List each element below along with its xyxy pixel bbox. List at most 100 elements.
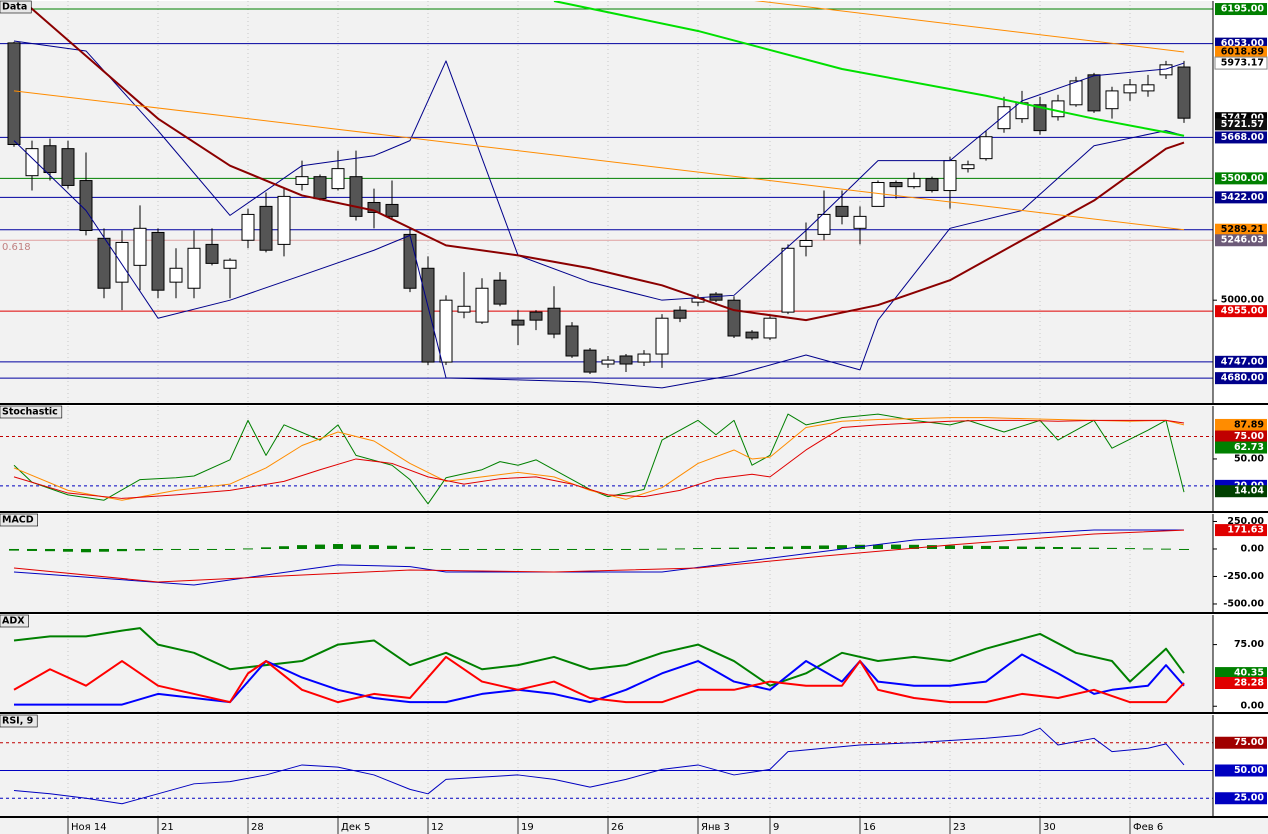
price-tag-label: 5289.21 bbox=[1221, 224, 1264, 235]
series-line bbox=[13, 417, 1185, 501]
price-tag bbox=[1215, 172, 1267, 185]
panel-background bbox=[0, 1, 1213, 403]
histogram-bar bbox=[603, 548, 613, 550]
price-tag bbox=[1215, 223, 1267, 236]
histogram-bar bbox=[477, 548, 487, 550]
panel: 0.618 bbox=[0, 1, 1213, 403]
series-line bbox=[13, 130, 1185, 389]
price-tag-label: 75.00 bbox=[1234, 737, 1264, 748]
candle-body bbox=[1177, 66, 1191, 119]
x-tick-label: 12 bbox=[431, 822, 444, 833]
candle-body bbox=[1033, 104, 1047, 132]
candle-body bbox=[583, 349, 597, 373]
candle-body bbox=[151, 231, 165, 291]
panel-title: RSI, 9 bbox=[2, 716, 33, 727]
candle-body bbox=[655, 317, 669, 355]
candle-body bbox=[529, 311, 543, 321]
x-axis-background bbox=[0, 818, 1268, 834]
histogram-bar bbox=[1143, 548, 1153, 550]
histogram-bar bbox=[207, 548, 217, 550]
x-tick-label: 30 bbox=[1043, 822, 1056, 833]
candle-body bbox=[979, 136, 993, 160]
histogram-bar bbox=[747, 547, 757, 549]
candle-body bbox=[187, 247, 201, 289]
candle-body bbox=[349, 176, 363, 217]
histogram-bar bbox=[315, 544, 325, 549]
histogram-bar bbox=[639, 548, 649, 550]
candle-body bbox=[205, 243, 219, 264]
histogram-bar bbox=[495, 548, 505, 550]
price-tag bbox=[1215, 355, 1267, 368]
histogram-bar bbox=[549, 548, 559, 550]
panel-title-box bbox=[0, 405, 63, 419]
x-tick-label: 26 bbox=[611, 822, 624, 833]
y-tick-label: 50.00 bbox=[1234, 453, 1264, 464]
histogram-bar bbox=[693, 548, 703, 550]
panel-title: ADX bbox=[2, 616, 25, 627]
candle-body bbox=[295, 176, 309, 185]
candle-body bbox=[1123, 84, 1137, 94]
price-tag-label: 25.00 bbox=[1234, 793, 1264, 804]
panel-title-box bbox=[0, 614, 29, 628]
histogram-bar bbox=[1071, 547, 1081, 549]
y-tick-label: 250.00 bbox=[1227, 516, 1264, 527]
candle-body bbox=[385, 203, 399, 217]
x-tick-label: Ноя 14 bbox=[71, 822, 107, 833]
candle-body bbox=[403, 233, 417, 289]
candle-body bbox=[133, 227, 147, 266]
histogram-bar bbox=[621, 548, 631, 550]
price-tag bbox=[1215, 45, 1267, 58]
price-tag-label: 14.04 bbox=[1234, 486, 1264, 497]
price-tag bbox=[1215, 430, 1267, 443]
series-line bbox=[553, 1, 1185, 137]
histogram-bar bbox=[171, 548, 181, 550]
candle-body bbox=[763, 317, 777, 339]
candle-body bbox=[1051, 100, 1065, 118]
x-tick-label: 16 bbox=[863, 822, 876, 833]
histogram-bar bbox=[981, 545, 991, 549]
histogram-bar bbox=[189, 548, 199, 550]
y-tick-label: 0.00 bbox=[1241, 701, 1265, 712]
price-tag bbox=[1215, 764, 1267, 777]
histogram-bar bbox=[9, 548, 19, 551]
candle-body bbox=[439, 299, 453, 363]
series-line bbox=[14, 653, 1185, 706]
candle-body bbox=[475, 287, 489, 323]
histogram-bar bbox=[567, 548, 577, 550]
x-tick-label: Фев 6 bbox=[1133, 822, 1163, 833]
candle-body bbox=[547, 307, 561, 335]
histogram-bar bbox=[675, 548, 685, 550]
candle-body bbox=[277, 195, 291, 245]
price-tag-label: 5973.17 bbox=[1221, 58, 1264, 69]
price-tag bbox=[1215, 418, 1267, 431]
histogram-bar bbox=[819, 545, 829, 549]
panel-title-box bbox=[0, 513, 38, 527]
candle-body bbox=[1141, 84, 1155, 92]
candle-body bbox=[493, 279, 507, 305]
candle-body bbox=[745, 331, 759, 339]
panel bbox=[0, 406, 1213, 511]
candle-body bbox=[925, 178, 939, 192]
candle-body bbox=[943, 160, 957, 192]
price-tag-label: 62.73 bbox=[1234, 442, 1264, 453]
panel bbox=[0, 715, 1213, 816]
histogram-bar bbox=[243, 548, 253, 550]
series-line bbox=[13, 529, 1185, 583]
price-tag-label: 5721.57 bbox=[1221, 119, 1264, 130]
price-tag-label: 5747.00 bbox=[1221, 113, 1265, 124]
histogram-bar bbox=[387, 545, 397, 549]
histogram-bar bbox=[909, 544, 919, 549]
price-tag bbox=[1215, 131, 1267, 144]
x-tick-label: 9 bbox=[773, 822, 779, 833]
candle-body bbox=[511, 319, 525, 326]
panel-background bbox=[0, 514, 1213, 612]
candle-body bbox=[817, 213, 831, 235]
price-tag bbox=[1215, 118, 1267, 131]
histogram-bar bbox=[81, 548, 91, 553]
candle-body bbox=[637, 353, 651, 363]
price-tag bbox=[1215, 191, 1267, 204]
candle-body bbox=[79, 180, 93, 232]
panel-title-box bbox=[0, 0, 32, 14]
histogram-bar bbox=[279, 546, 289, 549]
candle-body bbox=[835, 205, 849, 217]
